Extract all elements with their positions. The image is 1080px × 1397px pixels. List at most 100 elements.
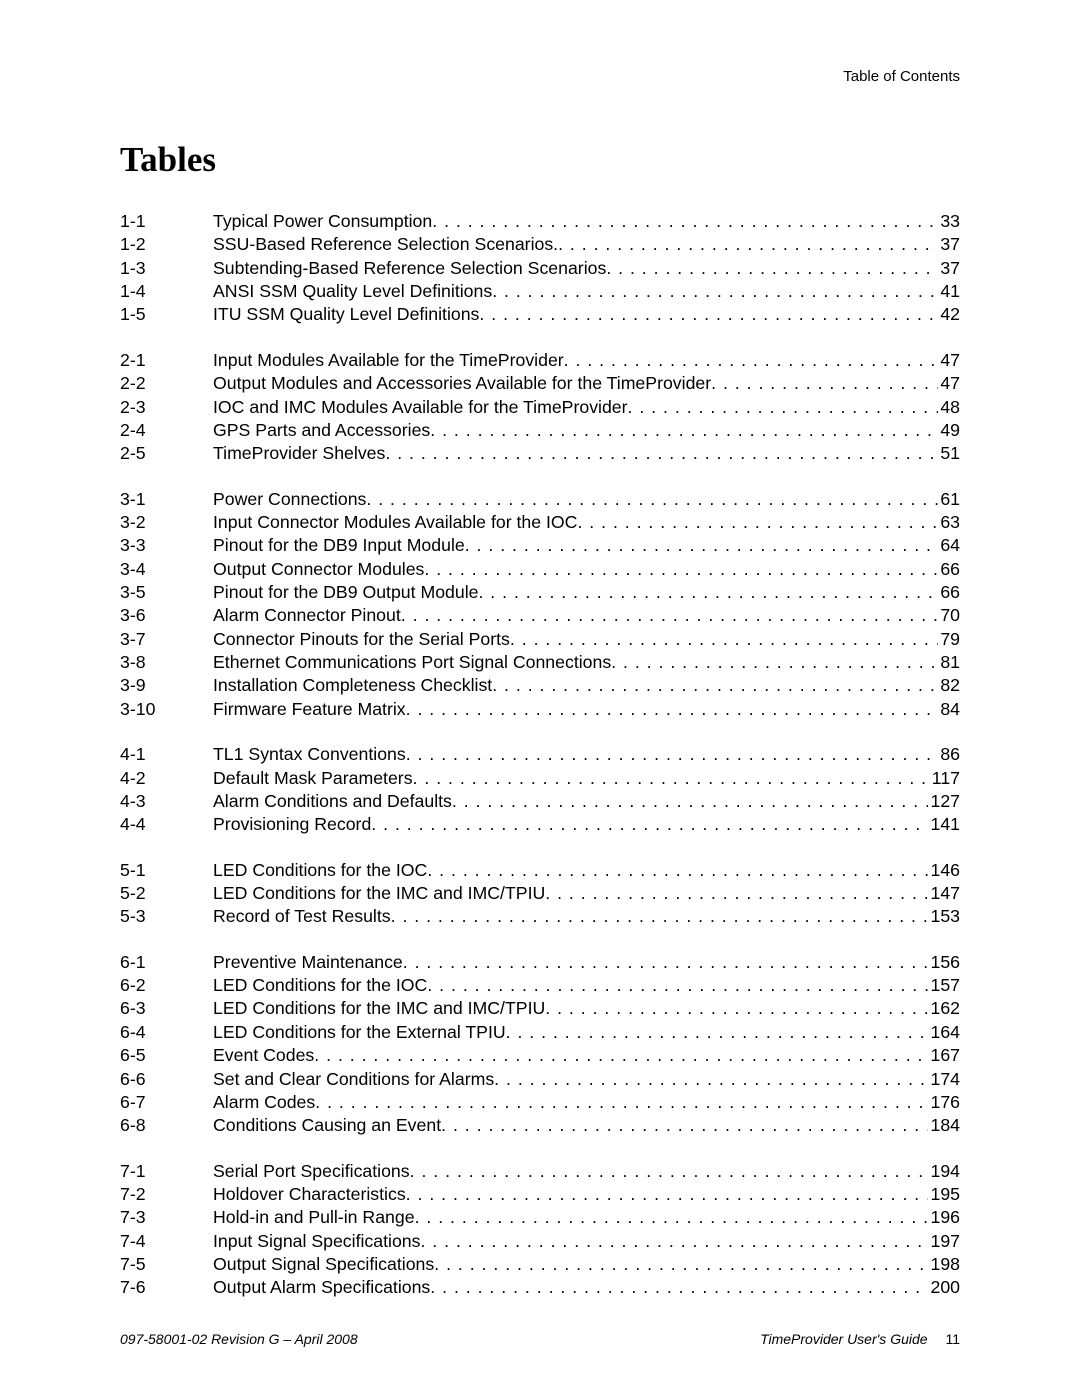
toc-entry-title: Subtending-Based Reference Selection Sce… — [213, 257, 606, 280]
toc-entry-title: LED Conditions for the IOC — [213, 974, 427, 997]
toc-entry-page: 156 — [928, 951, 960, 974]
toc-entry-leader — [403, 951, 929, 974]
toc-row: 4-1TL1 Syntax Conventions86 — [120, 743, 960, 766]
toc-entry-page: 37 — [938, 233, 960, 256]
toc-entry-page: 200 — [928, 1276, 960, 1299]
toc-entry-page: 86 — [938, 743, 960, 766]
toc-row: 6-3LED Conditions for the IMC and IMC/TP… — [120, 997, 960, 1020]
toc-entry-number: 3-1 — [120, 488, 213, 511]
toc-entry-title: Event Codes — [213, 1044, 314, 1067]
toc-group: 4-1TL1 Syntax Conventions864-2Default Ma… — [120, 743, 960, 836]
toc-entry-title: Input Connector Modules Available for th… — [213, 511, 577, 534]
toc-row: 3-6Alarm Connector Pinout70 — [120, 604, 960, 627]
page-title: Tables — [120, 140, 960, 180]
toc-entry-title: Output Signal Specifications — [213, 1253, 434, 1276]
toc-entry-number: 6-6 — [120, 1068, 213, 1091]
toc-entry-number: 3-2 — [120, 511, 213, 534]
toc-entry-title: Alarm Conditions and Defaults — [213, 790, 452, 813]
toc-row: 1-2SSU-Based Reference Selection Scenari… — [120, 233, 960, 256]
toc-entry-page: 197 — [928, 1230, 960, 1253]
toc-row: 3-3Pinout for the DB9 Input Module64 — [120, 534, 960, 557]
toc-entry-number: 6-2 — [120, 974, 213, 997]
toc-entry-page: 48 — [938, 396, 960, 419]
toc-entry-page: 176 — [928, 1091, 960, 1114]
toc-row: 6-5Event Codes167 — [120, 1044, 960, 1067]
toc-entry-page: 37 — [938, 257, 960, 280]
toc-entry-number: 3-7 — [120, 628, 213, 651]
toc-row: 7-2Holdover Characteristics195 — [120, 1183, 960, 1206]
toc-entry-number: 3-3 — [120, 534, 213, 557]
toc-entry-number: 5-3 — [120, 905, 213, 928]
toc-entry-leader — [424, 558, 938, 581]
toc-entry-leader — [415, 1206, 929, 1229]
toc-entry-title: Default Mask Parameters — [213, 767, 413, 790]
toc-row: 6-1Preventive Maintenance156 — [120, 951, 960, 974]
toc-entry-title: Preventive Maintenance — [213, 951, 403, 974]
toc-entry-title: LED Conditions for the IOC — [213, 859, 427, 882]
toc-container: 1-1Typical Power Consumption331-2SSU-Bas… — [120, 210, 960, 1300]
toc-entry-number: 3-6 — [120, 604, 213, 627]
toc-entry-number: 2-3 — [120, 396, 213, 419]
toc-entry-page: 41 — [938, 280, 960, 303]
toc-entry-number: 7-1 — [120, 1160, 213, 1183]
toc-row: 5-1LED Conditions for the IOC146 — [120, 859, 960, 882]
toc-row: 7-1Serial Port Specifications194 — [120, 1160, 960, 1183]
toc-entry-page: 147 — [928, 882, 960, 905]
toc-entry-leader — [406, 743, 939, 766]
toc-row: 3-7Connector Pinouts for the Serial Port… — [120, 628, 960, 651]
toc-entry-title: Pinout for the DB9 Input Module — [213, 534, 465, 557]
toc-row: 1-5ITU SSM Quality Level Definitions42 — [120, 303, 960, 326]
toc-row: 1-4ANSI SSM Quality Level Definitions 41 — [120, 280, 960, 303]
toc-entry-number: 6-3 — [120, 997, 213, 1020]
toc-entry-page: 47 — [938, 349, 960, 372]
toc-entry-page: 81 — [938, 651, 960, 674]
toc-entry-title: Typical Power Consumption — [213, 210, 432, 233]
toc-entry-number: 6-5 — [120, 1044, 213, 1067]
toc-entry-number: 1-4 — [120, 280, 213, 303]
toc-entry-number: 5-1 — [120, 859, 213, 882]
toc-row: 2-4GPS Parts and Accessories49 — [120, 419, 960, 442]
toc-entry-leader — [506, 1021, 929, 1044]
toc-row: 2-5TimeProvider Shelves51 — [120, 442, 960, 465]
toc-entry-leader — [545, 882, 928, 905]
toc-entry-leader — [432, 210, 938, 233]
toc-entry-page: 127 — [928, 790, 960, 813]
toc-row: 1-3Subtending-Based Reference Selection … — [120, 257, 960, 280]
toc-entry-number: 7-4 — [120, 1230, 213, 1253]
toc-row: 3-8Ethernet Communications Port Signal C… — [120, 651, 960, 674]
toc-entry-page: 70 — [938, 604, 960, 627]
toc-row: 4-4Provisioning Record141 — [120, 813, 960, 836]
toc-entry-page: 164 — [928, 1021, 960, 1044]
toc-group: 1-1Typical Power Consumption331-2SSU-Bas… — [120, 210, 960, 327]
toc-entry-number: 6-8 — [120, 1114, 213, 1137]
toc-entry-title: ANSI SSM Quality Level Definitions — [213, 280, 492, 303]
toc-entry-title: IOC and IMC Modules Available for the Ti… — [213, 396, 628, 419]
toc-entry-number: 3-8 — [120, 651, 213, 674]
toc-row: 3-1Power Connections61 — [120, 488, 960, 511]
toc-entry-title: Ethernet Communications Port Signal Conn… — [213, 651, 611, 674]
toc-entry-leader — [366, 488, 938, 511]
toc-entry-number: 3-9 — [120, 674, 213, 697]
toc-entry-leader — [430, 1276, 928, 1299]
toc-row: 6-2LED Conditions for the IOC157 — [120, 974, 960, 997]
toc-entry-number: 4-4 — [120, 813, 213, 836]
toc-entry-page: 195 — [928, 1183, 960, 1206]
toc-entry-leader — [564, 349, 939, 372]
toc-entry-title: LED Conditions for the IMC and IMC/TPIU — [213, 882, 545, 905]
toc-entry-number: 2-2 — [120, 372, 213, 395]
toc-entry-page: 82 — [938, 674, 960, 697]
toc-entry-number: 1-1 — [120, 210, 213, 233]
toc-entry-page: 84 — [938, 698, 960, 721]
toc-entry-title: TimeProvider Shelves — [213, 442, 385, 465]
toc-entry-title: LED Conditions for the External TPIU — [213, 1021, 506, 1044]
toc-entry-page: 194 — [928, 1160, 960, 1183]
toc-row: 7-5Output Signal Specifications198 — [120, 1253, 960, 1276]
toc-entry-title: Provisioning Record — [213, 813, 371, 836]
toc-entry-number: 4-2 — [120, 767, 213, 790]
toc-entry-leader — [441, 1114, 928, 1137]
footer-left: 097-58001-02 Revision G – April 2008 — [120, 1331, 358, 1347]
toc-entry-leader — [406, 698, 939, 721]
toc-entry-leader — [558, 233, 938, 256]
toc-entry-page: 198 — [928, 1253, 960, 1276]
toc-group: 7-1Serial Port Specifications1947-2Holdo… — [120, 1160, 960, 1300]
